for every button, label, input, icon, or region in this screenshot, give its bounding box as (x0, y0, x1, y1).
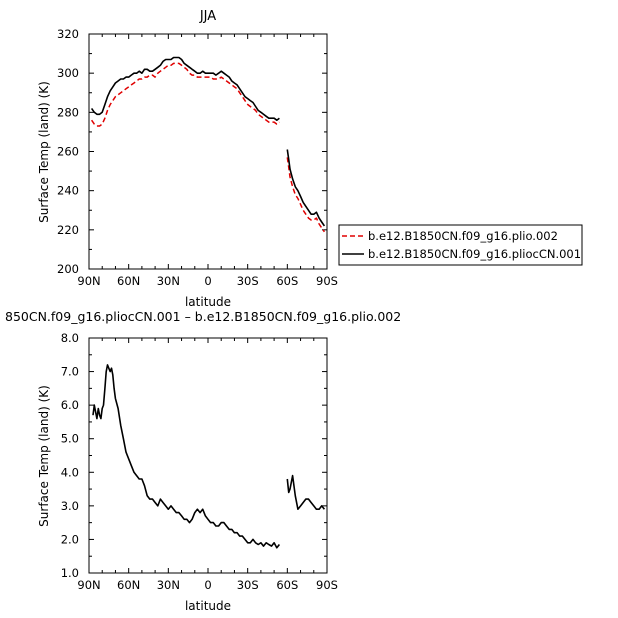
bottom-x-axis-label: latitude (185, 599, 231, 613)
top-panel: JJA 90N 60N 30N 0 30S 60S 90S 200 220 240 260 280 3… (37, 9, 338, 309)
bottom-y-tick-label: 7.0 (61, 365, 79, 379)
bottom-y-ticks: 1.0 2.0 3.0 4.0 5.0 6.0 7.0 8.0 (61, 331, 327, 580)
top-x-tick-label: 0 (204, 274, 211, 288)
bottom-x-tick-label: 60N (117, 578, 140, 592)
top-series-0-segment-0 (90, 62, 280, 127)
top-y-tick-label: 240 (57, 184, 79, 198)
bottom-x-tick-label: 90S (316, 578, 338, 592)
top-title: JJA (199, 9, 216, 24)
legend-box (338, 224, 583, 266)
top-y-axis-label: Surface Temp (land) (K) (37, 81, 51, 223)
top-y-tick-label: 320 (57, 27, 79, 41)
bottom-x-tick-label: 60S (276, 578, 298, 592)
top-plot-frame (88, 33, 328, 270)
top-y-tick-label: 260 (57, 145, 79, 159)
bottom-panel: 850CN.f09_g16.pliocCN.001 – b.e12.B1850C… (5, 309, 401, 613)
top-y-tick-label: 280 (57, 105, 79, 119)
top-x-ticks: 90N 60N 30N 0 30S 60S 90S (77, 34, 338, 288)
top-series-0-segment-1 (286, 157, 326, 233)
top-x-tick-label: 60N (117, 274, 140, 288)
top-x-tick-label: 90S (316, 274, 338, 288)
bottom-x-tick-label: 30S (237, 578, 259, 592)
bottom-x-tick-label: 0 (204, 578, 211, 592)
bottom-series-0-segment-1 (286, 474, 326, 510)
bottom-y-tick-label: 3.0 (61, 499, 79, 513)
top-y-tick-label: 300 (57, 66, 79, 80)
top-x-tick-label: 90N (77, 274, 100, 288)
top-y-tick-label: 220 (57, 223, 79, 237)
top-x-tick-label: 60S (276, 274, 298, 288)
bottom-y-tick-label: 4.0 (61, 465, 79, 479)
legend-label-pliocCN001: b.e12.B1850CN.f09_g16.pliocCN.001 (368, 247, 581, 261)
top-x-tick-label: 30S (237, 274, 259, 288)
bottom-y-tick-label: 1.0 (61, 566, 79, 580)
bottom-series-0-segment-0 (92, 364, 281, 549)
bottom-y-tick-label: 5.0 (61, 432, 79, 446)
top-series-1-segment-0 (90, 56, 280, 121)
bottom-x-tick-label: 90N (77, 578, 100, 592)
top-y-ticks: 200 220 240 260 280 300 320 (57, 27, 327, 276)
top-series-lines (90, 56, 326, 233)
bottom-y-axis-label: Surface Temp (land) (K) (37, 385, 51, 527)
bottom-x-ticks: 90N 60N 30N 0 30S 60S 90S (77, 338, 338, 592)
bottom-title: 850CN.f09_g16.pliocCN.001 – b.e12.B1850C… (5, 309, 401, 324)
bottom-y-tick-label: 6.0 (61, 398, 79, 412)
top-x-axis-label: latitude (185, 295, 231, 309)
bottom-plot-frame (88, 337, 328, 574)
top-series-1-segment-1 (286, 149, 326, 227)
top-x-tick-label: 30N (157, 274, 180, 288)
bottom-x-tick-label: 30N (157, 578, 180, 592)
legend-label-plio002: b.e12.B1850CN.f09_g16.plio.002 (368, 229, 558, 243)
top-y-tick-label: 200 (57, 262, 79, 276)
bottom-y-tick-label: 8.0 (61, 331, 79, 345)
legend: b.e12.B1850CN.f09_g16.plio.002 b.e12.B18… (338, 224, 583, 266)
bottom-y-tick-label: 2.0 (61, 532, 79, 546)
bottom-series-lines (92, 364, 326, 549)
